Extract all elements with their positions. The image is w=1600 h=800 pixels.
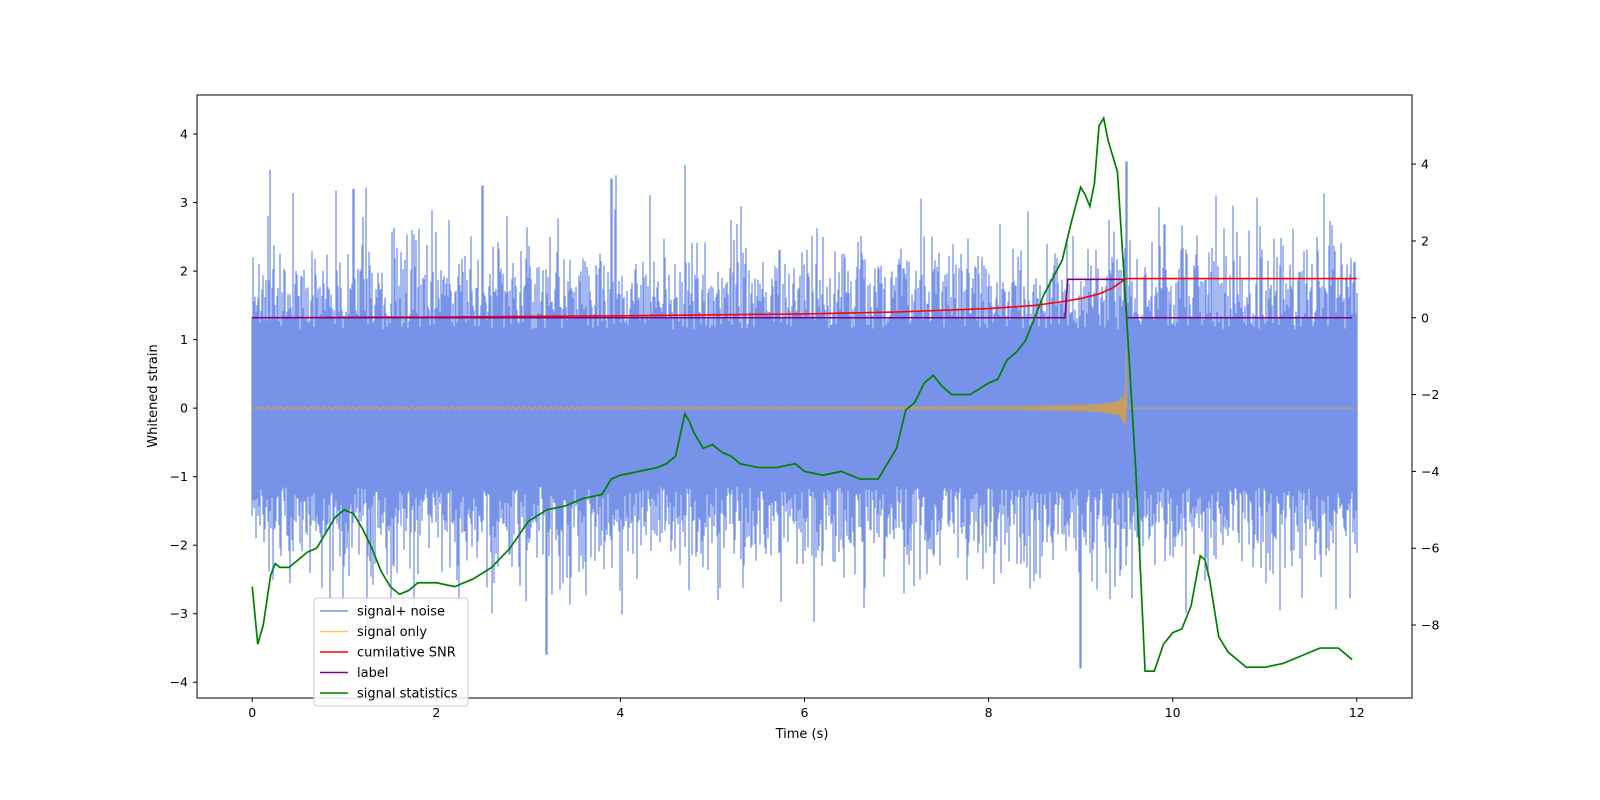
y-tick-label: −1 — [170, 469, 188, 484]
y-tick-label: 0 — [180, 401, 188, 416]
legend-entry: label — [357, 666, 388, 681]
legend-entry: signal only — [357, 625, 427, 640]
legend-entry: signal+ noise — [357, 605, 445, 620]
x-tick-label: 12 — [1349, 705, 1365, 720]
y2-tick-label: 4 — [1421, 157, 1429, 172]
x-tick-label: 6 — [801, 705, 809, 720]
x-tick-label: 0 — [248, 705, 256, 720]
y-tick-label: 1 — [180, 332, 188, 347]
cumulative-snr-line — [252, 277, 1357, 319]
y-tick-label: 4 — [180, 127, 188, 142]
signal-only-line — [251, 349, 1357, 426]
y2-tick-label: −8 — [1421, 618, 1439, 633]
series-signal-statistics — [251, 115, 1353, 672]
x-tick-label: 2 — [432, 705, 440, 720]
y-axis-right: −8 −6 −4 −2 0 2 4 — [1412, 157, 1439, 633]
legend-box — [313, 597, 469, 707]
y-axis-label: Whitened strain — [146, 344, 161, 447]
series-cumulative-snr — [252, 277, 1357, 319]
signal-statistics-line — [251, 115, 1353, 672]
label-line — [252, 278, 1353, 319]
x-tick-label: 4 — [616, 705, 624, 720]
y-tick-label: 2 — [180, 264, 188, 279]
y-tick-label: 3 — [180, 195, 188, 210]
y2-tick-label: −4 — [1421, 464, 1439, 479]
x-tick-label: 10 — [1165, 705, 1181, 720]
y2-tick-label: 2 — [1421, 233, 1429, 248]
y-tick-label: −3 — [170, 606, 188, 621]
plot-area — [251, 115, 1358, 672]
series-signal-only — [251, 349, 1357, 426]
y-axis-left: −4 −3 −2 −1 0 1 2 3 4 — [170, 127, 197, 690]
x-axis-label: Time (s) — [775, 727, 829, 742]
legend-entry: cumilative SNR — [357, 646, 456, 661]
y2-tick-label: −6 — [1421, 541, 1439, 556]
legend: signal+ noise signal only cumilative SNR la… — [313, 597, 469, 707]
x-tick-label: 8 — [985, 705, 993, 720]
x-axis: 0 2 4 6 8 10 12 — [248, 698, 1365, 720]
series-label — [252, 278, 1353, 319]
signal-noise-line — [251, 161, 1358, 669]
series-signal-noise — [251, 161, 1358, 669]
y2-tick-label: 0 — [1421, 310, 1429, 325]
y-tick-label: −4 — [170, 675, 188, 690]
y-tick-label: −2 — [170, 538, 188, 553]
y2-tick-label: −2 — [1421, 387, 1439, 402]
legend-entry: signal statistics — [357, 687, 458, 702]
